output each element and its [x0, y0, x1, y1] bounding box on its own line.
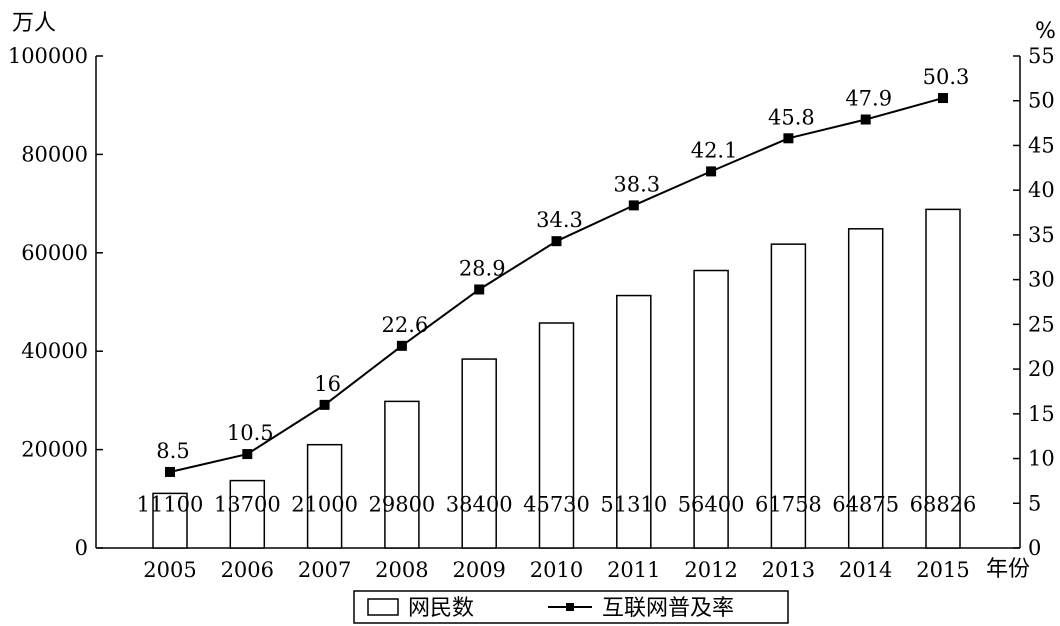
left-tick-label: 80000 [21, 142, 88, 166]
right-tick-label: 15 [1028, 402, 1055, 426]
bar-value-label: 11100 [137, 493, 204, 517]
right-tick-label: 35 [1028, 223, 1055, 247]
line-point [474, 284, 485, 295]
right-tick-label: 10 [1028, 447, 1055, 471]
left-tick-label: 100000 [8, 44, 88, 68]
x-tick-label: 2014 [839, 558, 892, 582]
bar [770, 243, 807, 549]
x-tick-label: 2011 [607, 558, 660, 582]
right-tick-label: 45 [1028, 133, 1055, 157]
bar [847, 228, 884, 549]
bar-value-label: 29800 [368, 493, 435, 517]
bar-value-label: 68826 [910, 493, 977, 517]
line-value-label: 16 [314, 372, 341, 396]
x-tick-label: 2005 [143, 558, 196, 582]
right-tick-label: 30 [1028, 268, 1055, 292]
bar-value-label: 64875 [832, 493, 899, 517]
line-point [706, 166, 717, 177]
bar [306, 443, 343, 549]
bar [925, 208, 961, 549]
x-tick-label: 2013 [762, 558, 815, 582]
line-value-label: 45.8 [768, 105, 815, 129]
left-tick-label: 60000 [21, 241, 88, 265]
line-value-label: 8.5 [156, 439, 189, 463]
x-tick-label: 2010 [530, 558, 583, 582]
bar [229, 479, 266, 549]
bar-value-label: 13700 [214, 493, 281, 517]
x-tick-label: 2012 [684, 558, 737, 582]
bar-value-label: 61758 [755, 493, 822, 517]
left-tick-label: 20000 [21, 438, 88, 462]
line-value-label: 34.3 [536, 208, 583, 232]
line-point [165, 466, 175, 477]
line-point [242, 449, 253, 460]
x-tick-label: 2007 [298, 558, 351, 582]
legend-line-marker [566, 603, 574, 611]
bar-value-label: 45730 [523, 493, 590, 517]
left-axis-unit: 万人 [12, 11, 56, 36]
left-tick-label: 0 [75, 536, 88, 560]
legend-bar-label: 网民数 [408, 596, 474, 621]
line-point [319, 399, 330, 410]
legend: 网民数 互联网普及率 [353, 590, 789, 624]
line-value-label: 42.1 [691, 138, 738, 162]
legend-bar-swatch [367, 598, 399, 616]
x-tick-label: 2008 [375, 558, 428, 582]
line-point [551, 236, 562, 247]
bar [152, 492, 188, 549]
right-tick-label: 20 [1028, 357, 1055, 381]
x-tick-label: 2015 [916, 558, 969, 582]
line-series: 8.5 10.5 16 22.6 28.9 34.3 38.3 42.1 45.8 47.9 50.… [156, 65, 969, 477]
line-point [396, 340, 407, 351]
right-tick-label: 5 [1028, 491, 1041, 515]
legend-line-label: 互联网普及率 [602, 596, 734, 621]
line-point [783, 133, 794, 144]
line-point [938, 93, 948, 104]
right-axis-unit: % [1035, 19, 1056, 44]
bar-value-label: 38400 [446, 493, 513, 517]
bar [538, 322, 575, 549]
left-tick-label: 40000 [21, 339, 88, 363]
x-tick-label: 2009 [452, 558, 505, 582]
x-tick-label: 2006 [221, 558, 274, 582]
bar-value-label: 51310 [600, 493, 667, 517]
line-value-label: 28.9 [459, 256, 506, 280]
bar-labels: 11100 13700 21000 29800 38400 45730 51310 56400… [137, 493, 977, 517]
right-tick-label: 50 [1028, 89, 1055, 113]
right-tick-label: 55 [1028, 44, 1055, 68]
bar [384, 400, 420, 549]
bars [152, 208, 961, 549]
bar [693, 269, 729, 549]
bar [616, 294, 652, 549]
line-value-label: 47.9 [845, 87, 892, 111]
tick-labels: 0 20000 40000 60000 80000 100000 0 5 10 15 20 25 30 3… [8, 44, 1055, 582]
line-value-label: 38.3 [613, 172, 660, 196]
line-point [628, 200, 639, 211]
line-value-label: 10.5 [227, 421, 274, 445]
line-value-label: 22.6 [382, 313, 429, 337]
line-point [860, 114, 871, 125]
right-tick-label: 25 [1028, 312, 1055, 336]
right-tick-label: 40 [1028, 178, 1055, 202]
bar [461, 358, 497, 549]
bar-value-label: 56400 [678, 493, 745, 517]
line-value-label: 50.3 [923, 65, 970, 89]
bar-value-label: 21000 [291, 493, 358, 517]
right-tick-label: 0 [1028, 536, 1041, 560]
x-axis-label: 年份 [986, 557, 1030, 582]
